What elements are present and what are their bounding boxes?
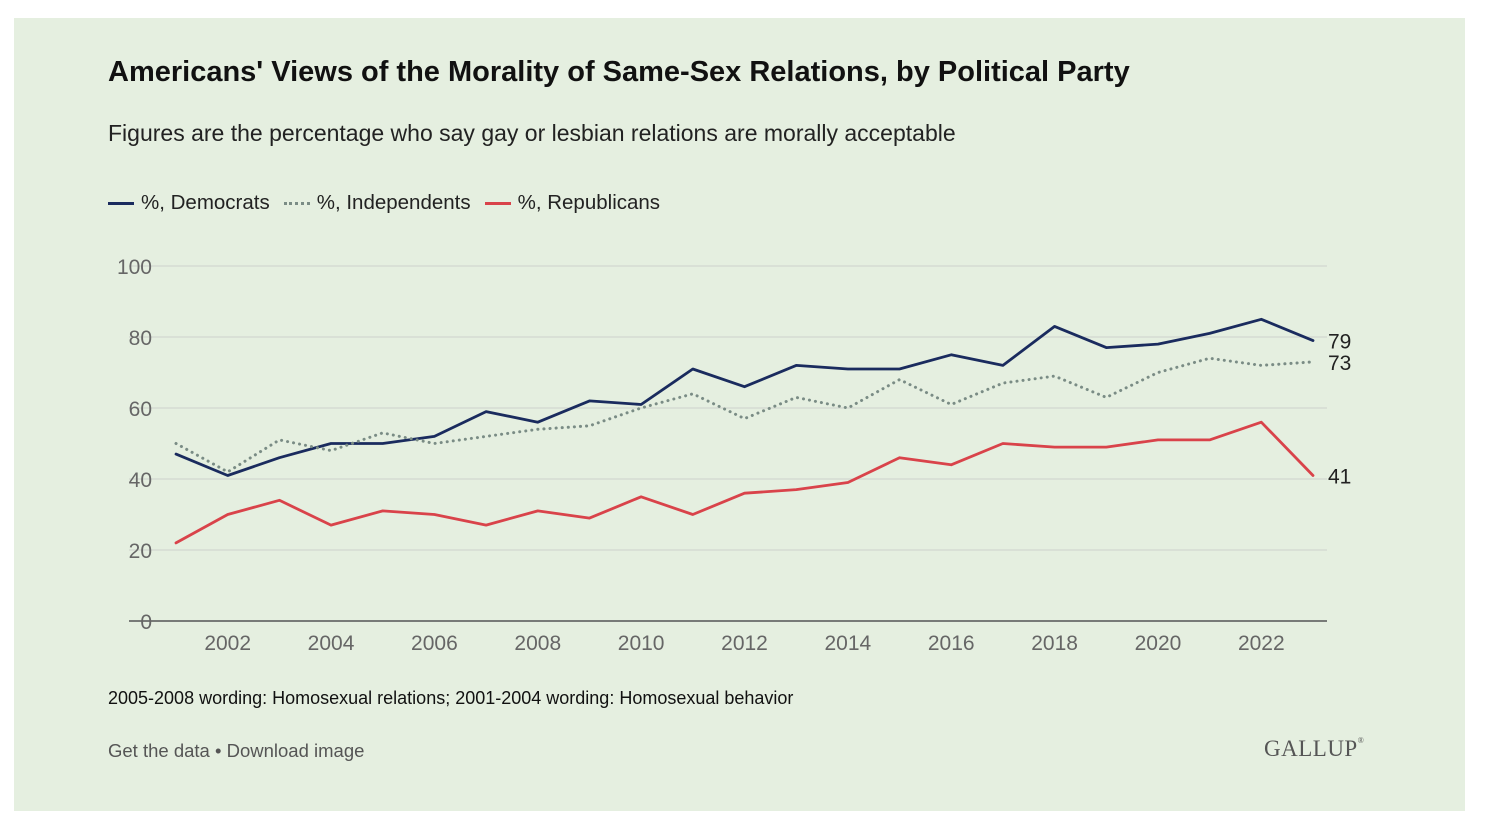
x-tick-label-2004: 2004: [308, 632, 355, 655]
end-label-democrats: 79: [1328, 331, 1351, 354]
gallup-logo-text: GALLUP: [1264, 736, 1358, 761]
legend-label-republicans: %, Republicans: [517, 191, 661, 214]
series-line-democrats: [174, 317, 1315, 477]
legend-item-democrats: %, Democrats: [108, 191, 270, 215]
series-line-republicans: [174, 420, 1315, 545]
chart-legend: %, Democrats %, Independents %, Republic…: [108, 191, 674, 215]
chart-card: Americans' Views of the Morality of Same…: [14, 18, 1465, 811]
download-image-link[interactable]: Download image: [226, 740, 365, 761]
y-tick-label-20: 20: [129, 540, 152, 563]
chart-title: Americans' Views of the Morality of Same…: [108, 56, 1130, 88]
y-tick-label-40: 40: [129, 469, 152, 492]
x-tick-label-2006: 2006: [411, 632, 458, 655]
legend-swatch-independents: [283, 201, 310, 205]
x-tick-label-2002: 2002: [204, 632, 251, 655]
wording-note: 2005-2008 wording: Homosexual relations;…: [108, 688, 794, 708]
y-tick-label-0: 0: [140, 611, 152, 634]
registered-mark: ®: [1357, 736, 1365, 745]
gallup-logo: GALLUP®: [1264, 736, 1364, 762]
get-data-link[interactable]: Get the data: [108, 740, 210, 761]
footer-links: Get the data • Download image: [108, 740, 364, 762]
x-tick-label-2014: 2014: [825, 632, 872, 655]
x-tick-label-2020: 2020: [1135, 632, 1182, 655]
x-tick-label-2012: 2012: [721, 632, 768, 655]
link-separator: •: [209, 740, 227, 761]
x-tick-label-2016: 2016: [928, 632, 975, 655]
chart-subtitle: Figures are the percentage who say gay o…: [108, 120, 956, 146]
line-chart: 0 20 40 60 80 100 2002 2004 2006 2008 2010 2012 2014…: [117, 256, 1351, 655]
series-line-independents: [174, 356, 1315, 474]
legend-label-democrats: %, Democrats: [141, 191, 270, 214]
y-tick-label-80: 80: [129, 327, 152, 350]
x-tick-label-2018: 2018: [1031, 632, 1078, 655]
x-tick-label-2022: 2022: [1238, 632, 1285, 655]
end-label-independents: 73: [1328, 352, 1351, 375]
y-tick-label-100: 100: [117, 256, 152, 279]
legend-swatch-democrats: [108, 201, 134, 205]
legend-swatch-republicans: [484, 201, 511, 205]
legend-label-independents: %, Independents: [316, 191, 471, 214]
legend-item-republicans: %, Republicans: [484, 191, 661, 215]
y-tick-label-60: 60: [129, 398, 152, 421]
x-tick-label-2008: 2008: [514, 632, 561, 655]
x-tick-label-2010: 2010: [618, 632, 665, 655]
end-label-republicans: 41: [1328, 465, 1351, 488]
legend-item-independents: %, Independents: [283, 191, 471, 215]
